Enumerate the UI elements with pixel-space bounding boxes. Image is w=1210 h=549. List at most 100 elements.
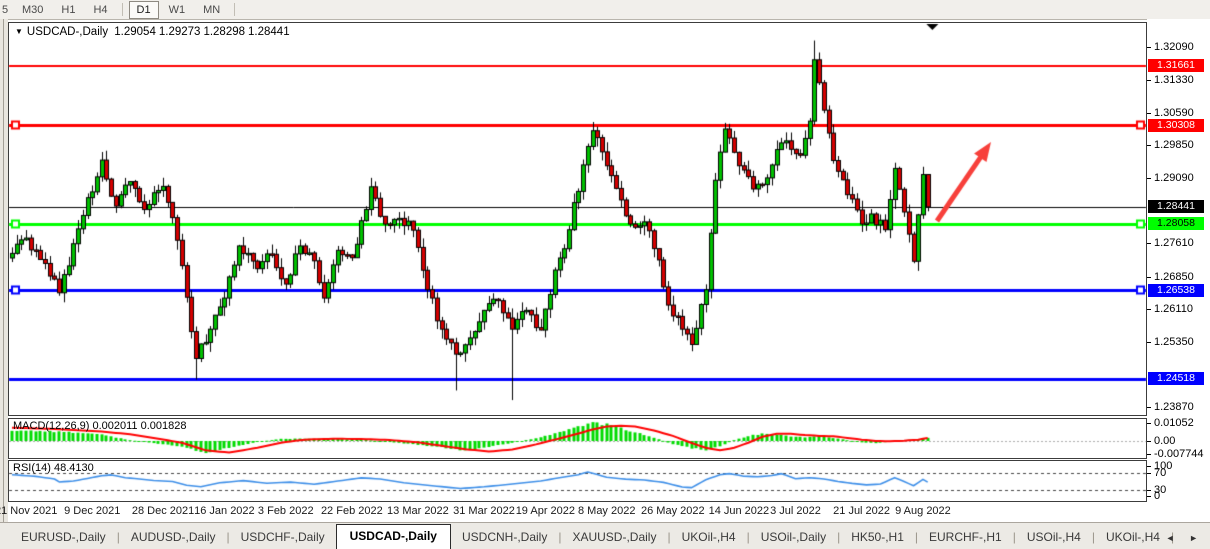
level-price-label: 1.28441 bbox=[1148, 200, 1204, 214]
tab-divider: | bbox=[837, 530, 841, 544]
timeframe-button-h1[interactable]: H1 bbox=[61, 3, 76, 16]
price-tick-label: -0.007744 bbox=[1154, 448, 1204, 461]
price-tick-label: 1.27610 bbox=[1154, 237, 1194, 250]
level-price-label: 1.28058 bbox=[1148, 217, 1204, 231]
chart-symbol-readout: ▼ USDCAD-,Daily 1.29054 1.29273 1.28298 1.28… bbox=[15, 26, 293, 38]
price-tick-label: 70 bbox=[1154, 467, 1167, 479]
tab-divider: | bbox=[667, 530, 671, 544]
date-label: 3 Jul 2022 bbox=[770, 505, 821, 517]
price-tick-label: 0 bbox=[1154, 490, 1161, 502]
tab-divider: | bbox=[1012, 530, 1016, 544]
price-tick-label: 1.29090 bbox=[1154, 172, 1194, 185]
price-tick-label: 1.25350 bbox=[1154, 336, 1194, 349]
price-tick-label: 1.30590 bbox=[1154, 106, 1194, 119]
price-tick-label: 0.00 bbox=[1154, 435, 1176, 447]
date-label: 26 May 2022 bbox=[640, 505, 705, 517]
rsi-indicator-panel[interactable] bbox=[8, 460, 1147, 502]
scale-tick bbox=[1147, 490, 1151, 491]
scale-tick bbox=[1147, 441, 1151, 442]
scale-tick bbox=[1147, 178, 1151, 180]
price-tick-label: 1.26110 bbox=[1154, 303, 1193, 315]
chart-tab-audusd-daily[interactable]: AUDUSD-,Daily bbox=[130, 530, 216, 544]
tab-divider: | bbox=[746, 530, 750, 544]
timeframe-button-m5-partial[interactable]: 5 bbox=[2, 3, 9, 16]
scale-tick bbox=[1147, 243, 1151, 245]
price-scale[interactable]: 1.32090 1.31330 1.30590 1.29850 1.29090 1.276… bbox=[1147, 19, 1210, 522]
date-label: 8 May 2022 bbox=[577, 505, 636, 517]
chart-tab-usoil-daily[interactable]: USOil-,Daily bbox=[760, 530, 827, 544]
timeframe-button-d1[interactable]: D1 bbox=[128, 0, 159, 19]
macd-values: 0.002011 0.001828 bbox=[92, 420, 187, 432]
date-label: 28 Dec 2021 bbox=[131, 505, 195, 517]
price-tick-label: 1.29850 bbox=[1154, 139, 1194, 152]
date-label: 22 Feb 2022 bbox=[320, 505, 383, 517]
chart-tab-hk50-h1[interactable]: HK50-,H1 bbox=[851, 530, 904, 544]
date-label: 16 Jan 2022 bbox=[194, 505, 255, 517]
chart-tab-usdchf-daily[interactable]: USDCHF-,Daily bbox=[240, 530, 325, 544]
tab-divider: | bbox=[226, 530, 230, 544]
price-tick-label: 0.01052 bbox=[1154, 417, 1194, 430]
chart-tab-usdcnh-daily[interactable]: USDCNH-,Daily bbox=[461, 530, 548, 544]
scale-tick bbox=[1147, 145, 1151, 147]
level-price-label: 1.24518 bbox=[1148, 372, 1204, 386]
tab-divider: | bbox=[558, 530, 562, 544]
date-label: 31 Mar 2022 bbox=[453, 505, 515, 517]
scale-tick bbox=[1147, 466, 1151, 467]
price-tick-label: 1.32090 bbox=[1154, 41, 1194, 54]
timeframe-button-mn[interactable]: MN bbox=[203, 3, 221, 16]
window-left-edge bbox=[0, 19, 8, 522]
scale-tick bbox=[1147, 473, 1151, 474]
chart-tab-bar: EURUSD-,Daily | AUDUSD-,Daily | USDCHF-,Dail… bbox=[0, 522, 1210, 549]
ohlc-high: 1.29273 bbox=[158, 26, 201, 38]
tab-divider: | bbox=[914, 530, 919, 544]
date-label: 19 Apr 2022 bbox=[515, 505, 576, 517]
chart-tab-xauusd-daily[interactable]: XAUUSD-,Daily bbox=[572, 530, 657, 544]
date-label: 21 Nov 2021 bbox=[0, 505, 58, 517]
time-scale[interactable]: 21 Nov 2021 9 Dec 2021 28 Dec 2021 16 Jan 2… bbox=[0, 503, 1147, 521]
level-price-label: 1.26538 bbox=[1148, 283, 1204, 297]
toolbar-separator bbox=[121, 3, 123, 16]
rsi-name: RSI(14) bbox=[13, 462, 51, 474]
timeframe-button-h4[interactable]: H4 bbox=[93, 3, 108, 16]
chart-tab-eurchf-h1[interactable]: EURCHF-,H1 bbox=[929, 530, 1002, 544]
ohlc-close: 1.28441 bbox=[248, 26, 290, 38]
tab-scroll-arrows[interactable]: ◄ ► bbox=[1165, 533, 1204, 543]
scale-tick bbox=[1147, 342, 1151, 344]
collapse-triangle-icon[interactable]: ▼ bbox=[15, 27, 23, 36]
scale-tick bbox=[1147, 496, 1151, 497]
date-label: 13 Mar 2022 bbox=[387, 505, 449, 517]
macd-name: MACD(12,26,9) bbox=[13, 420, 90, 432]
macd-readout: MACD(12,26,9) 0.002011 0.001828 bbox=[13, 420, 186, 432]
scale-tick bbox=[1147, 407, 1151, 409]
date-label: 21 Jul 2022 bbox=[833, 505, 891, 517]
price-chart-panel[interactable] bbox=[8, 22, 1147, 416]
ohlc-low: 1.28298 bbox=[203, 26, 246, 38]
timeframe-button-m30[interactable]: M30 bbox=[22, 3, 44, 16]
tab-divider: | bbox=[1170, 530, 1175, 544]
scale-tick bbox=[1147, 423, 1151, 425]
date-label: 9 Aug 2022 bbox=[895, 505, 951, 517]
scale-tick bbox=[1147, 309, 1151, 310]
timeframe-button-w1[interactable]: W1 bbox=[168, 3, 186, 16]
level-price-label: 1.30308 bbox=[1148, 118, 1204, 132]
date-label: 3 Feb 2022 bbox=[257, 505, 314, 517]
chart-tab-usoil-h4[interactable]: USOil-,H4 bbox=[1026, 530, 1081, 544]
tab-divider: | bbox=[116, 530, 120, 544]
scale-tick bbox=[1147, 454, 1151, 456]
scale-tick bbox=[1147, 112, 1151, 114]
level-price-label: 1.31661 bbox=[1148, 59, 1204, 73]
timeframe-toolbar: 5 M30 H1 H4 D1 W1 MN bbox=[0, 0, 1210, 20]
rsi-value: 48.4130 bbox=[53, 462, 94, 474]
rsi-readout: RSI(14) 48.4130 bbox=[13, 462, 94, 474]
price-tick-label: 1.23870 bbox=[1154, 401, 1194, 414]
chart-tab-eurusd-daily[interactable]: EURUSD-,Daily bbox=[21, 530, 106, 544]
toolbar-separator bbox=[234, 3, 236, 16]
chart-tab-ukoil-h4[interactable]: UKOil-,H4 bbox=[681, 530, 736, 544]
chart-tab-ukoil-h4[interactable]: UKOil-,H4 bbox=[1105, 530, 1160, 544]
chart-tab-usdcad-daily[interactable]: USDCAD-,Daily bbox=[335, 524, 451, 549]
scale-tick bbox=[1147, 47, 1151, 49]
scale-tick bbox=[1147, 276, 1151, 278]
scale-tick bbox=[1147, 80, 1151, 82]
price-tick-label: 1.26850 bbox=[1154, 270, 1194, 283]
